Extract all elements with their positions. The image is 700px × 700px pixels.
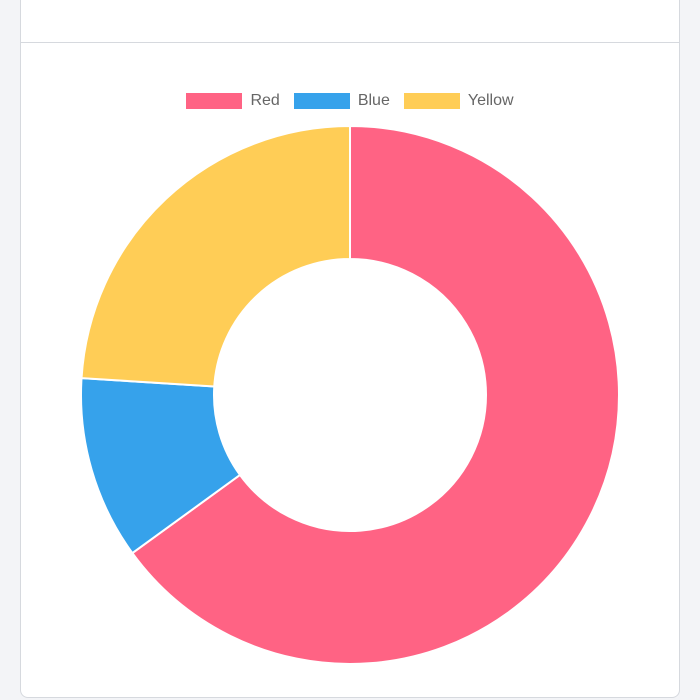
legend-item-blue[interactable]: Blue bbox=[293, 92, 390, 110]
legend-swatch-red bbox=[186, 93, 243, 109]
legend-label-yellow: Yellow bbox=[467, 92, 514, 109]
slice-red[interactable] bbox=[130, 124, 620, 665]
slice-yellow[interactable] bbox=[80, 124, 351, 388]
chart-legend: Red Blue Yellow bbox=[21, 92, 679, 110]
legend-swatch-blue bbox=[293, 93, 350, 109]
legend-item-red[interactable]: Red bbox=[186, 92, 280, 110]
legend-label-blue: Blue bbox=[357, 92, 390, 109]
legend-item-yellow[interactable]: Yellow bbox=[403, 92, 514, 110]
legend-swatch-yellow bbox=[403, 93, 460, 109]
card-header bbox=[21, 0, 679, 43]
legend-label-red: Red bbox=[250, 92, 280, 109]
